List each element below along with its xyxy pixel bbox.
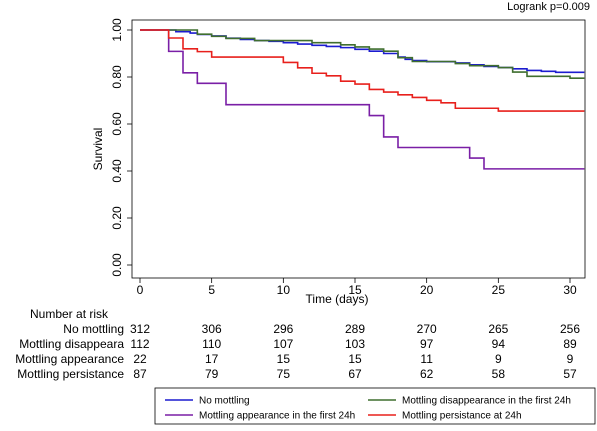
- risk-cell: 89: [563, 337, 577, 351]
- risk-cell: 87: [133, 367, 147, 381]
- logrank-annotation: Logrank p=0.009: [507, 1, 590, 13]
- plot-frame: [131, 19, 586, 279]
- survival-curves: [140, 29, 585, 170]
- risk-row-label: Mottling appearance: [15, 352, 124, 366]
- series-line-2: [140, 29, 585, 79]
- y-tick-label: 0.80: [110, 65, 124, 89]
- series-line-4: [140, 29, 585, 112]
- y-tick-label: 1.00: [110, 18, 124, 42]
- risk-cell: 75: [277, 367, 291, 381]
- plot-axes: 0 5 10 15 20 25 30 0.00 0.20 0.40 0.60 0.80 1.00: [110, 18, 586, 297]
- risk-cell: 110: [202, 337, 221, 351]
- series-line-3: [140, 29, 585, 170]
- legend-label: Mottling persistance at 24h: [402, 411, 522, 422]
- y-tick-label: 0.20: [110, 206, 124, 230]
- x-tick-label: 30: [563, 283, 577, 297]
- risk-cell: 265: [488, 322, 508, 336]
- risk-cell: 62: [420, 367, 434, 381]
- risk-cell: 9: [567, 352, 574, 366]
- risk-row-label: No mottling: [63, 322, 124, 336]
- risk-cell: 57: [563, 367, 577, 381]
- risk-row-label: Mottling persistance: [17, 367, 124, 381]
- legend-box: [154, 387, 596, 425]
- x-tick-label: 0: [137, 283, 144, 297]
- risk-cell: 107: [273, 337, 293, 351]
- risk-cell: 289: [345, 322, 365, 336]
- number-at-risk-table: Number at risk No mottling 312 306 296 289 27…: [15, 307, 580, 381]
- risk-cell: 17: [205, 352, 219, 366]
- y-tick-label: 0.40: [110, 159, 124, 183]
- risk-cell: 312: [130, 322, 150, 336]
- risk-row-label: Mottling disappeara: [19, 337, 124, 351]
- y-tick-label: 0.00: [110, 253, 124, 277]
- risk-cell: 270: [417, 322, 437, 336]
- legend-label: Mottling disappearance in the first 24h: [402, 396, 571, 407]
- risk-cell: 67: [348, 367, 362, 381]
- y-tick-label: 0.60: [110, 112, 124, 136]
- x-tick-label: 5: [208, 283, 215, 297]
- risk-cell: 103: [345, 337, 365, 351]
- legend-label: No mottling: [199, 396, 250, 407]
- risk-cell: 296: [273, 322, 293, 336]
- x-tick-label: 25: [492, 283, 506, 297]
- risk-cell: 11: [420, 352, 433, 366]
- risk-table-title: Number at risk: [30, 307, 109, 321]
- risk-cell: 256: [560, 322, 580, 336]
- risk-cell: 306: [202, 322, 222, 336]
- x-tick-label: 20: [420, 283, 434, 297]
- x-tick-label: 10: [277, 283, 291, 297]
- risk-cell: 58: [492, 367, 506, 381]
- x-axis-label: Time (days): [306, 292, 369, 306]
- risk-cell: 97: [420, 337, 434, 351]
- risk-cell: 9: [495, 352, 502, 366]
- risk-cell: 15: [348, 352, 362, 366]
- legend-label: Mottling appearance in the first 24h: [199, 411, 355, 422]
- legend: No mottling Mottling disappearance in the…: [154, 387, 596, 425]
- risk-cell: 22: [133, 352, 147, 366]
- x-tick-label: 15: [348, 283, 362, 297]
- risk-cell: 79: [205, 367, 219, 381]
- risk-cell: 15: [277, 352, 291, 366]
- risk-cell: 94: [492, 337, 506, 351]
- y-axis-label: Survival: [91, 128, 105, 171]
- risk-cell: 112: [130, 337, 149, 351]
